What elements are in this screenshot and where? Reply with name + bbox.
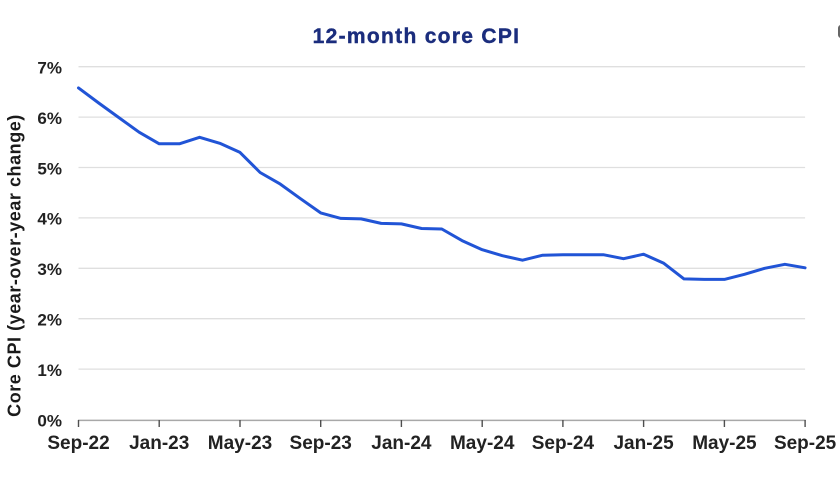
svg-text:Sep-23: Sep-23 (290, 433, 352, 454)
svg-text:Jan-24: Jan-24 (371, 433, 432, 454)
svg-text:Jan-25: Jan-25 (613, 433, 674, 454)
svg-text:4%: 4% (37, 210, 62, 229)
svg-text:Sep-25: Sep-25 (774, 433, 837, 454)
svg-text:1%: 1% (37, 361, 62, 380)
svg-text:3%: 3% (37, 260, 62, 279)
svg-text:Sep-22: Sep-22 (47, 433, 109, 454)
svg-text:Core CPI (year-over-year chang: Core CPI (year-over-year change) (5, 114, 25, 417)
svg-text:7%: 7% (37, 59, 62, 78)
svg-text:May-23: May-23 (208, 433, 272, 454)
svg-text:5%: 5% (37, 159, 62, 178)
svg-text:0%: 0% (37, 411, 62, 430)
svg-text:Sep-24: Sep-24 (532, 433, 595, 454)
svg-text:Jan-23: Jan-23 (129, 433, 189, 454)
svg-text:May-24: May-24 (450, 433, 515, 454)
svg-text:6%: 6% (37, 109, 62, 128)
svg-text:12-month core CPI: 12-month core CPI (313, 25, 521, 48)
svg-text:May-25: May-25 (692, 433, 757, 454)
svg-text:2%: 2% (37, 311, 62, 330)
